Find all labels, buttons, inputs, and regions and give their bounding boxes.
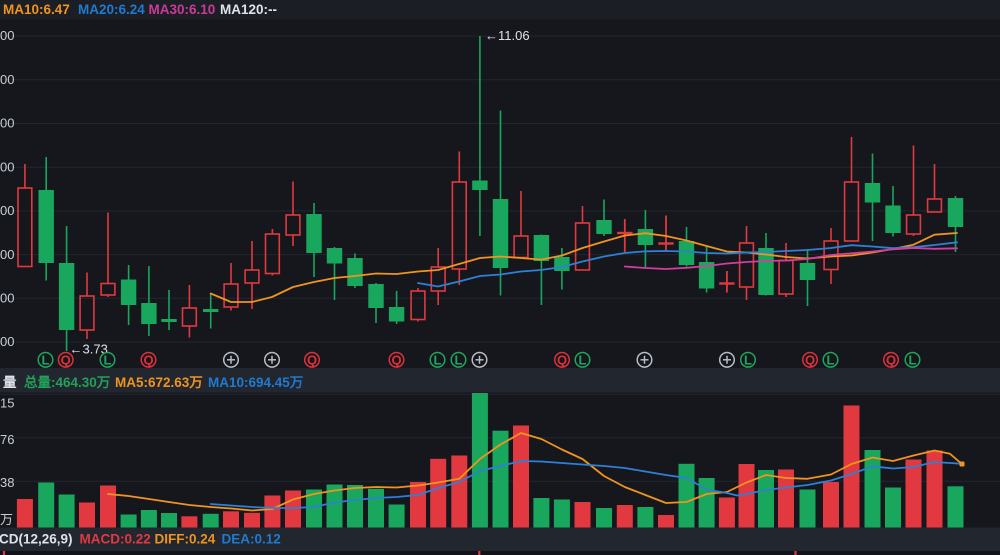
svg-text:←3.73: ←3.73 (70, 342, 108, 357)
svg-text:Q: Q (143, 353, 153, 368)
svg-text:万: 万 (0, 512, 13, 527)
svg-text:Q: Q (805, 353, 815, 368)
svg-text:MA10:694.45万: MA10:694.45万 (208, 375, 303, 390)
svg-text:MACD:0.22: MACD:0.22 (80, 532, 151, 547)
svg-text:L: L (104, 353, 112, 368)
svg-text:Q: Q (557, 353, 567, 368)
svg-text:MA10:6.47: MA10:6.47 (3, 2, 70, 17)
svg-text:L: L (455, 353, 463, 368)
svg-text:Q: Q (307, 353, 317, 368)
svg-text:L: L (909, 353, 917, 368)
svg-text:00: 00 (0, 72, 14, 87)
svg-text:00: 00 (0, 334, 14, 349)
svg-text:MACD(12,26,9): MACD(12,26,9) (0, 532, 73, 547)
svg-text:MA5:672.63万: MA5:672.63万 (115, 375, 203, 390)
svg-text:MA20:6.24: MA20:6.24 (78, 2, 145, 17)
svg-text:00: 00 (0, 247, 14, 262)
svg-text:76: 76 (0, 432, 14, 447)
svg-text:Q: Q (391, 353, 401, 368)
svg-text:15: 15 (0, 395, 14, 410)
svg-text:MA120:--: MA120:-- (220, 2, 277, 17)
svg-text:MA30:6.10: MA30:6.10 (149, 2, 216, 17)
svg-text:总量:464.30万: 总量:464.30万 (24, 374, 110, 390)
svg-text:L: L (42, 353, 50, 368)
svg-text:00: 00 (0, 159, 14, 174)
svg-text:00: 00 (0, 28, 14, 43)
svg-text:L: L (744, 353, 752, 368)
svg-text:38: 38 (0, 475, 14, 490)
svg-text:Q: Q (886, 353, 896, 368)
svg-text:00: 00 (0, 291, 14, 306)
svg-text:00: 00 (0, 203, 14, 218)
svg-text:DEA:0.12: DEA:0.12 (222, 532, 281, 547)
svg-text:量: 量 (3, 375, 17, 390)
svg-text:L: L (434, 353, 442, 368)
svg-text:L: L (827, 353, 835, 368)
svg-text:L: L (579, 353, 587, 368)
svg-text:00: 00 (0, 116, 14, 131)
svg-text:Q: Q (61, 353, 71, 368)
svg-text:←11.06: ←11.06 (485, 28, 530, 43)
svg-text:DIFF:0.24: DIFF:0.24 (155, 532, 216, 547)
